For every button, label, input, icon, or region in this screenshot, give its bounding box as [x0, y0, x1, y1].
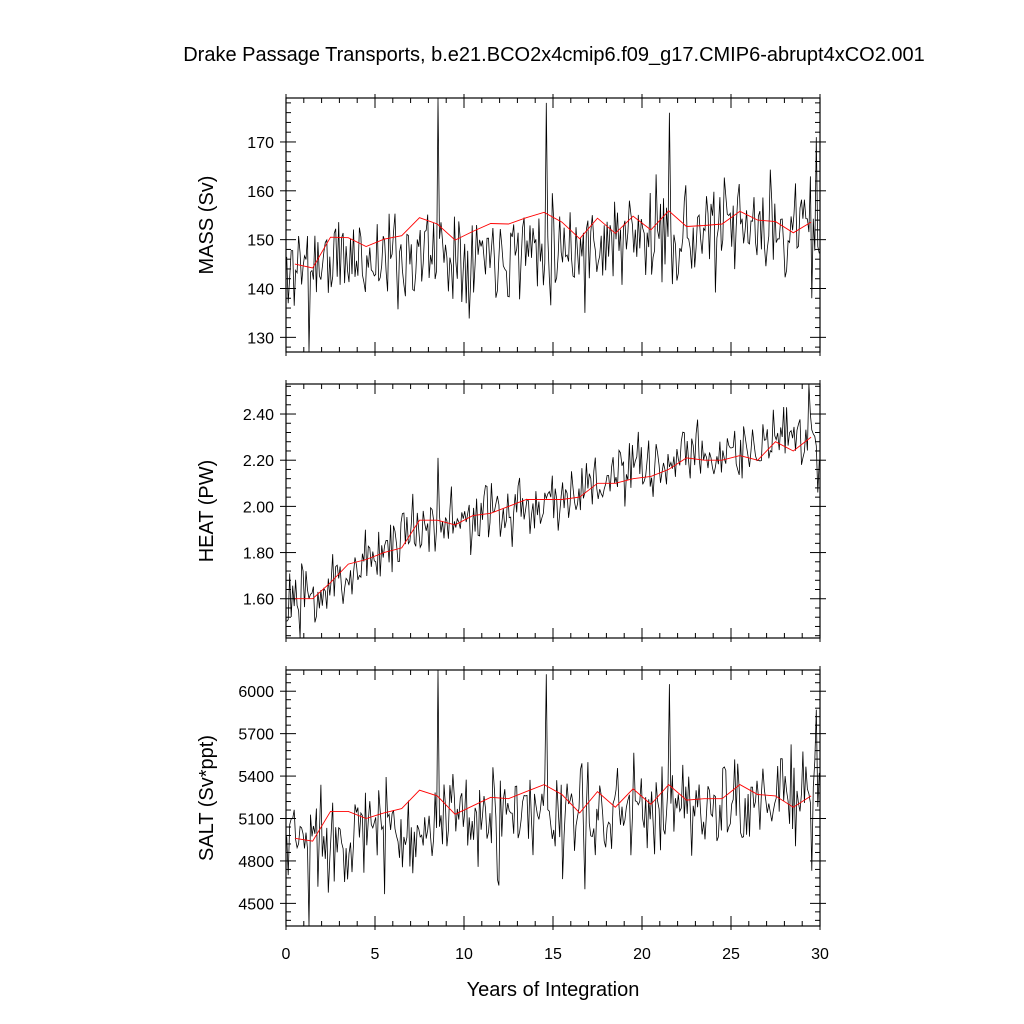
x-axis-label: Years of Integration	[467, 979, 640, 1001]
x-tick-label: 10	[455, 946, 473, 963]
y-tick-label: 4500	[238, 896, 274, 913]
mass-y-axis-label: MASS (Sv)	[196, 176, 218, 275]
x-tick-label: 25	[722, 946, 740, 963]
plot-frame	[285, 669, 821, 927]
annual-mean-line	[294, 436, 812, 600]
y-tick-label: 2.40	[243, 407, 274, 424]
heat-panel: HEAT (PW) 1.60 1.80 2.00 2.20 2.40	[196, 380, 826, 642]
heat-y-axis-label: HEAT (PW)	[196, 460, 218, 563]
y-tick-label: 1.60	[243, 592, 274, 609]
plot-frame	[285, 97, 821, 353]
x-tick-label: 20	[633, 946, 651, 963]
y-tick-label: 130	[247, 330, 274, 347]
y-tick-label: 5400	[238, 769, 274, 786]
y-tick-label: 5100	[238, 812, 274, 829]
y-tick-label: 140	[247, 282, 274, 299]
y-tick-label: 2.20	[243, 453, 274, 470]
monthly-series-line	[286, 97, 820, 353]
y-tick-label: 170	[247, 135, 274, 152]
plot-frame	[285, 383, 821, 639]
x-tick-label: 5	[371, 946, 380, 963]
monthly-series-line	[286, 669, 820, 927]
salt-panel: SALT (Sv*ppt) 4500 4800 5100 5400 5700 6000 0 5…	[196, 666, 829, 963]
x-tick-label: 0	[282, 946, 291, 963]
x-tick-label: 15	[544, 946, 562, 963]
annual-mean-line	[294, 783, 812, 842]
y-tick-label: 4800	[238, 854, 274, 871]
x-tick-label: 30	[811, 946, 829, 963]
y-tick-label: 160	[247, 184, 274, 201]
salt-y-axis-label: SALT (Sv*ppt)	[196, 735, 218, 861]
y-tick-label: 6000	[238, 684, 274, 701]
y-tick-label: 5700	[238, 727, 274, 744]
monthly-series-line	[286, 383, 820, 639]
page-title: Drake Passage Transports, b.e21.BCO2x4cm…	[183, 44, 925, 66]
y-tick-label: 2.00	[243, 499, 274, 516]
annual-mean-line	[294, 210, 812, 269]
mass-panel: MASS (Sv) 130 140 150 160 170	[196, 94, 826, 356]
y-tick-label: 150	[247, 233, 274, 250]
y-tick-label: 1.80	[243, 546, 274, 563]
